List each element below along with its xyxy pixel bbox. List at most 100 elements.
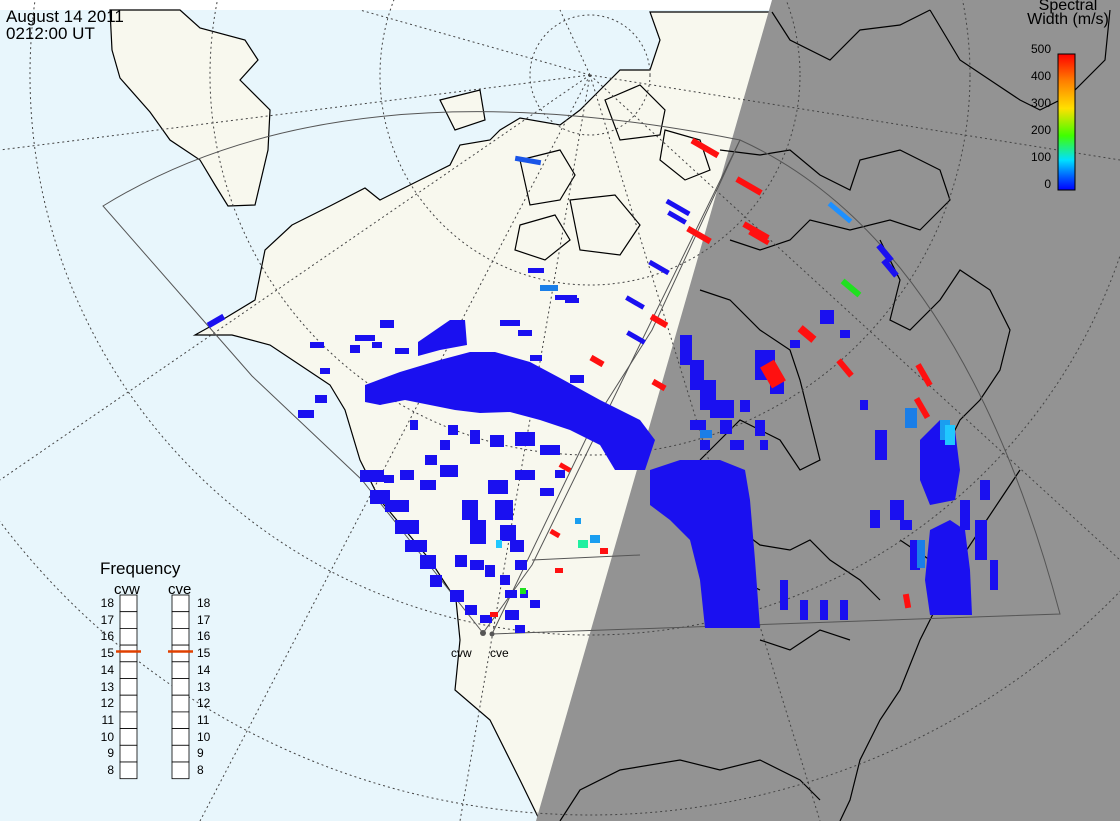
echo-cell: [488, 480, 508, 494]
echo-cell: [915, 363, 933, 387]
frequency-tick: 17: [197, 612, 211, 627]
echo-cell: [380, 320, 394, 328]
echo-cell: [515, 625, 525, 633]
echo-cell: [940, 560, 950, 600]
frequency-tick: 18: [100, 596, 114, 610]
echo-cell: [470, 520, 486, 544]
echo-cell: [530, 600, 540, 608]
echo-cell: [700, 430, 712, 438]
colorbar-tick: 500: [1030, 42, 1051, 56]
title-band: [0, 0, 1120, 10]
frequency-cell: [171, 711, 190, 730]
frequency-tick: 10: [197, 729, 211, 744]
echo-cell: [690, 137, 720, 159]
echo-cell: [315, 395, 327, 403]
echo-cell: [740, 400, 750, 412]
echo-cell: [836, 358, 854, 378]
echo-cell: [360, 470, 384, 482]
land-island-d: [514, 214, 571, 261]
echo-cell: [820, 310, 834, 324]
frequency-cell: [119, 761, 138, 780]
echo-cell: [470, 430, 480, 444]
echo-cell: [400, 470, 414, 480]
echo-cell: [626, 330, 646, 345]
echo-cell: [760, 359, 786, 389]
echo-cell: [418, 320, 467, 356]
frequency-cell: [119, 694, 138, 713]
echo-cell: [410, 420, 418, 430]
frequency-tick: 11: [197, 712, 210, 727]
land-island-b: [604, 84, 666, 141]
frequency-tick: 16: [197, 629, 211, 644]
colorbar-unit-label: Width (m/s): [1027, 11, 1109, 28]
night-region: [536, 0, 1120, 821]
frequency-tick: 14: [197, 662, 211, 677]
echo-cell: [430, 575, 442, 587]
frequency-cell: [171, 644, 190, 663]
echo-cell: [515, 470, 535, 480]
echo-cell: [455, 555, 467, 567]
echo-cell: [578, 540, 588, 548]
echo-cell: [540, 488, 554, 496]
echo-cell: [649, 313, 669, 329]
echo-cell: [496, 540, 502, 548]
echo-cell: [902, 593, 912, 609]
echo-cell: [530, 355, 542, 361]
colorbar-title: Spectral: [1038, 0, 1098, 14]
frequency-tick: 14: [100, 662, 114, 677]
frequency-tick: 18: [197, 596, 211, 610]
echo-cell: [748, 229, 770, 246]
echo-cell: [518, 330, 532, 336]
echo-cell: [465, 605, 477, 615]
echo-cell: [730, 440, 744, 450]
echo-cell: [840, 600, 848, 620]
echo-cell: [735, 176, 763, 196]
echo-cell: [797, 325, 817, 343]
echo-cell: [298, 410, 314, 418]
echo-cell: [515, 560, 527, 570]
echo-cell: [651, 378, 667, 392]
echo-cell: [990, 560, 998, 590]
echo-cell: [350, 345, 360, 353]
site-label-cvw: cvw: [451, 646, 472, 660]
echo-cell: [310, 342, 324, 348]
echo-cell: [500, 525, 516, 541]
frequency-tick: 8: [107, 763, 114, 777]
echo-cell: [600, 548, 608, 554]
echo-cell: [495, 500, 513, 520]
echo-cell: [876, 243, 894, 263]
colorbar-tick: 0: [1044, 177, 1051, 191]
echo-cell: [625, 295, 645, 310]
echo-cell: [570, 375, 584, 383]
echo-cell: [500, 575, 510, 585]
echo-cell: [827, 201, 853, 224]
echo-cell: [648, 259, 670, 276]
echo-cell: [425, 455, 437, 465]
frequency-tick: 8: [197, 763, 204, 777]
colorbar-tick: 300: [1030, 96, 1051, 110]
echo-cell: [515, 432, 535, 446]
frequency-cell: [171, 611, 190, 629]
echo-cell: [355, 335, 375, 341]
frequency-cell: [119, 711, 138, 730]
echo-cell: [450, 590, 464, 602]
frequency-tick: 9: [107, 746, 114, 761]
echo-cell: [790, 340, 800, 348]
echo-cell: [755, 420, 765, 436]
echo-cell: [720, 420, 732, 434]
echo-cell: [700, 440, 710, 450]
frequency-tick: 12: [100, 696, 114, 711]
echo-cell: [395, 348, 409, 354]
echo-cell: [840, 330, 850, 338]
frequency-cell: [171, 744, 190, 763]
frequency-cell: [171, 661, 190, 679]
site-label-cve: cve: [490, 646, 509, 660]
echo-cell: [780, 580, 788, 610]
echo-cell: [665, 198, 691, 217]
echo-cell: [667, 210, 687, 225]
echo-cell: [395, 520, 419, 534]
frequency-tick: 15: [100, 646, 114, 661]
frequency-cell: [171, 678, 190, 696]
time-label: 0212:00 UT: [6, 24, 95, 43]
echo-cell: [913, 396, 931, 420]
